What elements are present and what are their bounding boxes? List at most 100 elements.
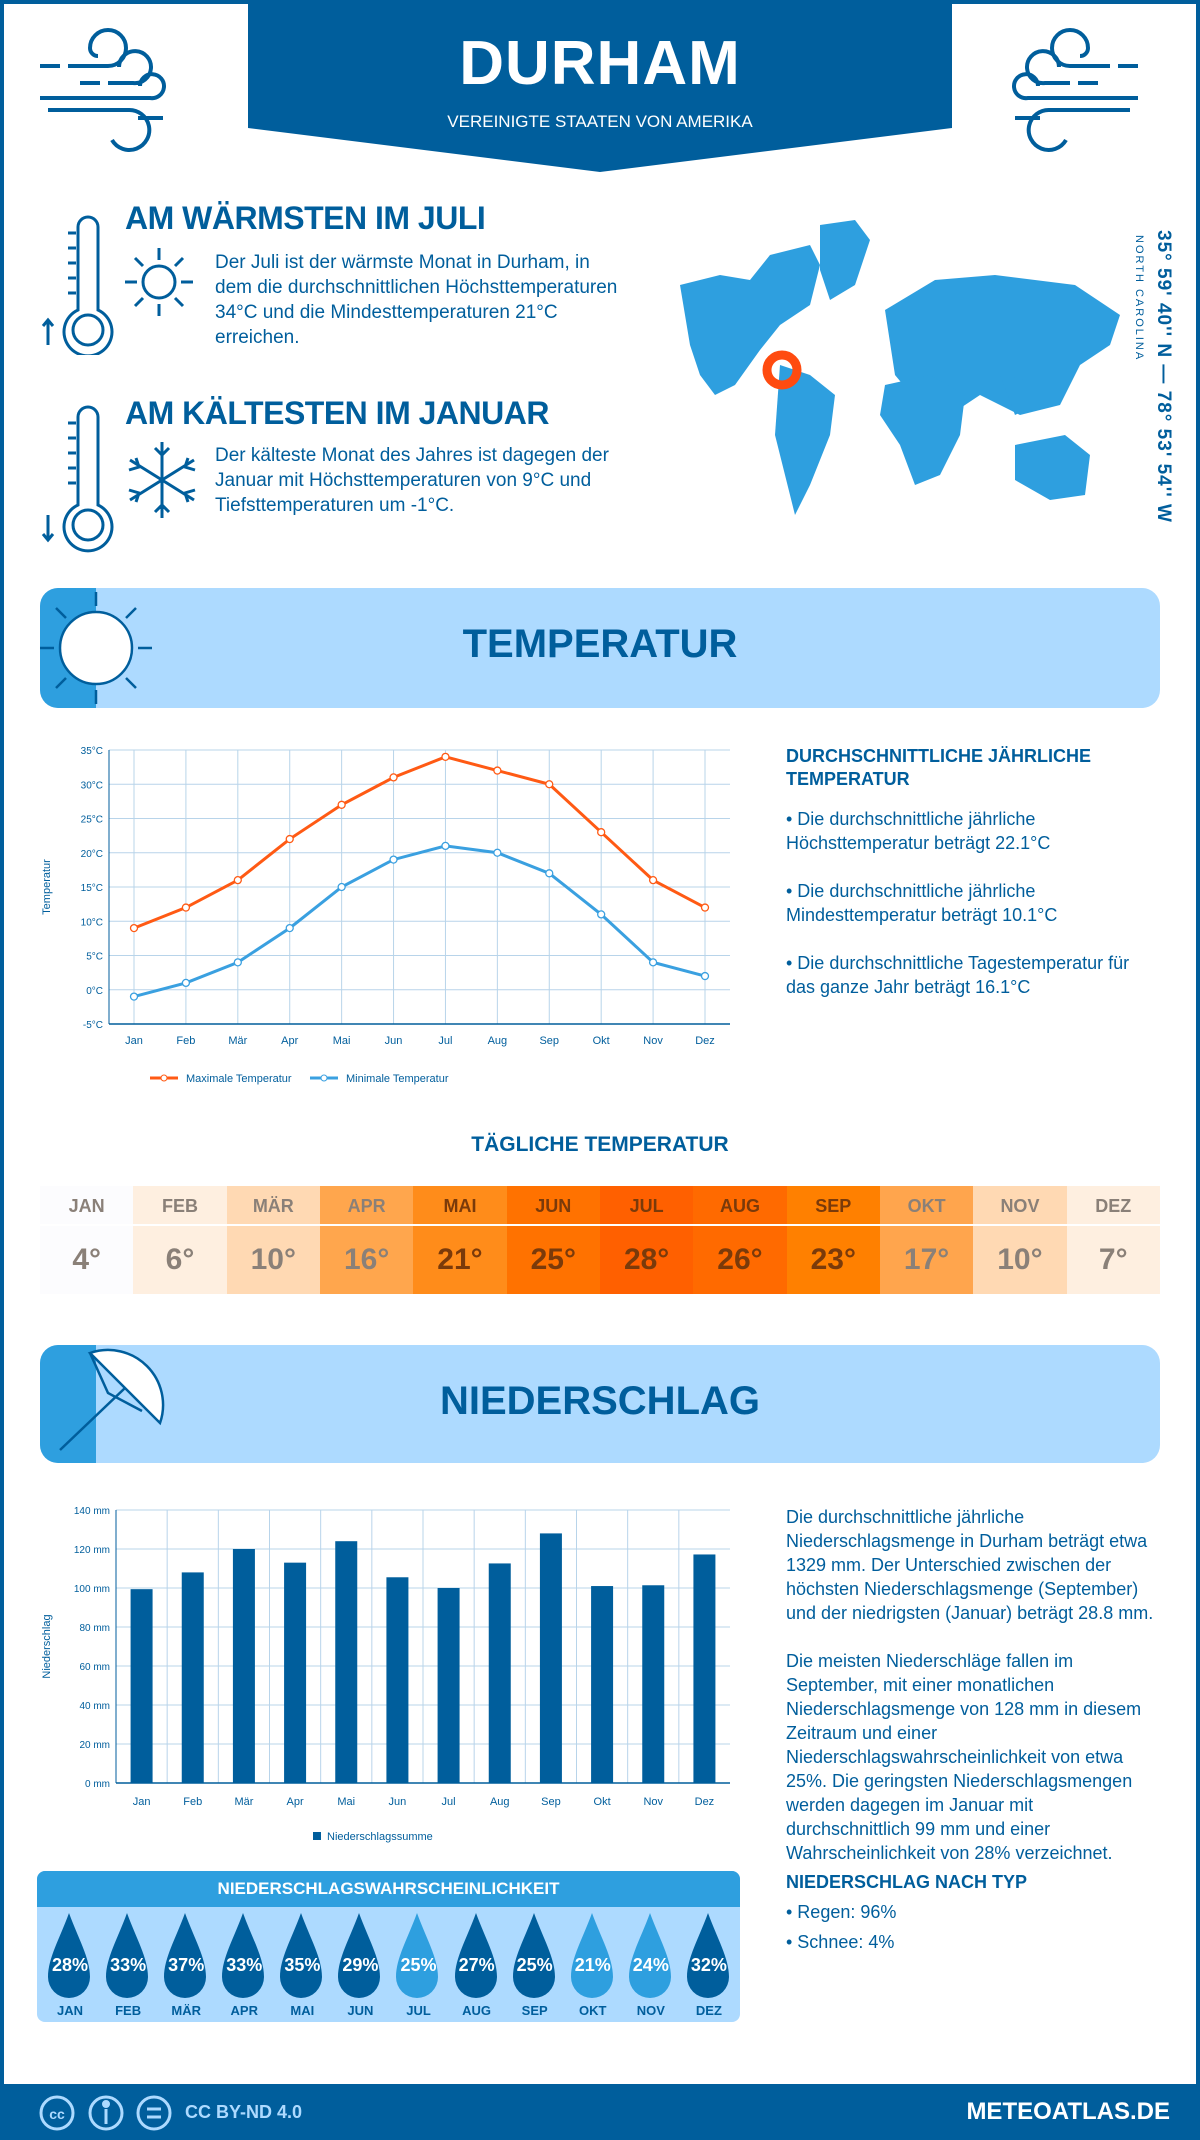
y-tick-label: 35°C — [81, 746, 103, 757]
temperature-section-header: TEMPERATUR — [40, 588, 1160, 708]
data-point — [389, 855, 398, 864]
x-tick-label: Jan — [133, 1796, 151, 1808]
drop-icon — [106, 1913, 149, 1998]
city-title: DURHAM — [459, 29, 741, 98]
data-point — [233, 958, 242, 967]
y-tick-label: 60 mm — [79, 1662, 110, 1673]
footer: cc CC BY-ND 4.0 METEOATLAS.DE — [0, 2084, 1200, 2140]
probability-value: 28% — [52, 1955, 89, 1975]
data-point — [285, 834, 294, 844]
daily-month: OKT — [879, 1186, 974, 1226]
x-tick-label: Jul — [442, 1796, 456, 1808]
precip-bar — [284, 1562, 307, 1783]
precip-bar — [181, 1572, 204, 1783]
annual-temperature-info: DURCHSCHNITTLICHE JÄHRLICHE TEMPERATUR •… — [786, 745, 1156, 1023]
x-tick-label: Aug — [488, 1035, 508, 1047]
x-tick-label: Mär — [234, 1796, 253, 1808]
x-tick-label: Nov — [643, 1035, 663, 1047]
data-point — [441, 752, 450, 762]
daily-month: APR — [319, 1186, 414, 1226]
data-point — [493, 848, 502, 857]
temperature-chart: -5°C 0°C 5°C 10°C 15°C 20°C 25°C 30°C 35°C Jan Feb… — [41, 746, 730, 1085]
legend-marker — [160, 1074, 168, 1082]
daily-month: FEB — [133, 1186, 227, 1226]
probability-title: NIEDERSCHLAGSWAHRSCHEINLICHKEIT — [37, 1871, 740, 1907]
probability-drop: 24% NOV — [622, 1913, 680, 2022]
wind-icon-left — [40, 28, 166, 152]
data-point — [648, 958, 658, 967]
snowflake-icon — [128, 442, 196, 518]
thermometer-down-icon — [41, 405, 114, 553]
umbrella-rain-icon — [59, 1348, 165, 1451]
drop-icon — [48, 1913, 90, 1998]
daily-month: JUN — [506, 1186, 600, 1226]
x-tick-label: Mai — [337, 1796, 355, 1808]
daily-cell: AUG 26° — [693, 1186, 787, 1294]
x-tick-label: Feb — [176, 1035, 195, 1047]
data-point — [181, 903, 191, 912]
probability-value: 25% — [516, 1955, 553, 1975]
drop-icon — [396, 1913, 439, 1998]
x-tick-label: Jan — [125, 1035, 143, 1047]
y-tick-label: 40 mm — [79, 1701, 110, 1712]
y-tick-label: 5°C — [86, 952, 103, 963]
data-point — [337, 800, 346, 809]
probability-drop: 25% SEP — [506, 1913, 564, 2022]
y-tick-label: -5°C — [83, 1020, 103, 1031]
legend-marker — [320, 1074, 328, 1082]
drop-icon — [512, 1913, 555, 1998]
data-point — [700, 903, 710, 912]
x-tick-label: Aug — [490, 1796, 510, 1808]
coordinates: 35° 59' 40'' N — 78° 53' 54'' W — [1153, 230, 1174, 523]
probability-drop: 21% OKT — [564, 1913, 622, 2022]
probability-value: 33% — [226, 1955, 263, 1975]
annual-temperature-title: DURCHSCHNITTLICHE JÄHRLICHE TEMPERATUR — [786, 746, 1091, 789]
x-tick-label: Okt — [593, 1035, 610, 1047]
probability-month: JAN — [57, 2003, 84, 2018]
y-tick-label: 20°C — [81, 849, 103, 860]
license-icons: cc — [39, 2095, 172, 2131]
precip-bar — [386, 1577, 409, 1783]
data-point — [285, 923, 294, 933]
data-point — [233, 875, 242, 885]
x-tick-label: Sep — [539, 1035, 559, 1047]
daily-cell: MÄR 10° — [226, 1186, 320, 1294]
drop-icon — [454, 1913, 497, 1998]
x-tick-label: Jun — [385, 1035, 403, 1047]
daily-cell: MAI 21° — [413, 1186, 507, 1294]
warmest-title: AM WÄRMSTEN IM JULI — [125, 200, 486, 236]
sun-large-icon — [40, 592, 152, 704]
thermometer-up-icon — [41, 215, 114, 355]
precipitation-probability-panel: NIEDERSCHLAGSWAHRSCHEINLICHKEIT 28% JAN 33… — [37, 1871, 740, 2022]
probability-value: 21% — [574, 1955, 611, 1975]
probability-month: DEZ — [695, 2003, 722, 2018]
probability-month: OKT — [579, 2003, 607, 2018]
precip-bar — [232, 1549, 255, 1783]
probability-value: 24% — [632, 1955, 669, 1975]
probability-drop: 28% JAN — [41, 1913, 99, 2022]
precipitation-section-header: NIEDERSCHLAG — [40, 1345, 1160, 1463]
data-point — [700, 971, 710, 981]
license-text: CC BY-ND 4.0 — [185, 2102, 303, 2122]
x-tick-label: Apr — [287, 1796, 304, 1808]
precip-text-2: Die meisten Niederschläge fallen im Sept… — [786, 1651, 1142, 1863]
data-point — [597, 910, 606, 919]
data-point — [389, 773, 398, 782]
daily-cell: APR 16° — [319, 1186, 414, 1294]
daily-value: 23° — [810, 1243, 856, 1276]
site-link[interactable]: METEOATLAS.DE — [966, 2098, 1170, 2125]
daily-cell: FEB 6° — [133, 1186, 227, 1294]
precip-bar — [693, 1554, 716, 1783]
daily-value: 7° — [1098, 1243, 1128, 1276]
probability-drop: 33% FEB — [99, 1913, 157, 2022]
data-point — [493, 766, 502, 775]
y-tick-label: 120 mm — [74, 1545, 110, 1556]
daily-cell: JUL 28° — [599, 1186, 694, 1294]
data-point — [545, 780, 554, 789]
wind-icon-right — [1012, 28, 1138, 152]
drop-icon — [628, 1913, 671, 1998]
daily-temperature-table: JAN 4° FEB 6° MÄR 10° APR 16° MAI 21° JUN 25° JUL 28°… — [40, 1186, 1160, 1294]
probability-drop: 35% MAI — [273, 1913, 331, 2022]
probability-drop: 37% MÄR — [157, 1913, 215, 2022]
x-tick-label: Sep — [541, 1796, 561, 1808]
